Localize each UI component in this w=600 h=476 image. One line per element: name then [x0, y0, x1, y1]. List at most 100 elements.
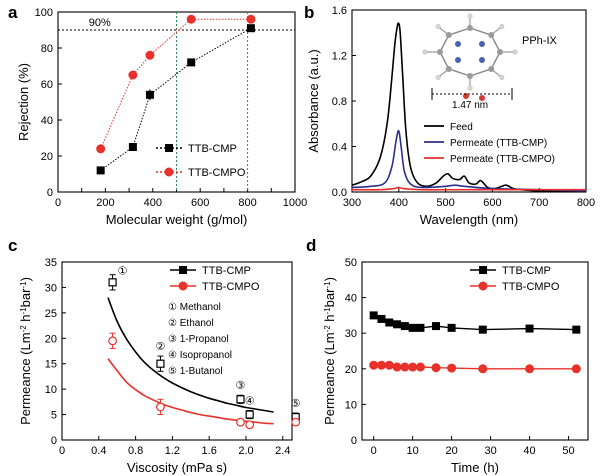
data-point — [525, 324, 534, 333]
legend-marker — [178, 281, 188, 291]
spectrum-line — [351, 22, 586, 192]
x-tick-label: 400 — [144, 197, 162, 209]
molecule-bond — [448, 68, 471, 77]
x-tick-label: 0 — [371, 445, 377, 457]
x-tick-label: 50 — [562, 445, 574, 457]
x-tick-label: 700 — [530, 197, 548, 209]
molecule-atom — [479, 57, 485, 63]
x-tick-label: 0 — [55, 197, 61, 209]
y-tick-label: 80 — [41, 43, 53, 55]
plot-frame — [61, 261, 293, 441]
molecule-atom — [467, 85, 473, 91]
molecule-bond — [439, 51, 450, 70]
molecule-atom — [437, 49, 443, 55]
x-tick-label: 1.6 — [202, 445, 217, 457]
x-tick-label: 800 — [577, 197, 595, 209]
molecule-atom — [467, 13, 473, 19]
y-axis-label: Permeance (Lm-2 h-1bar-1) — [322, 277, 337, 425]
data-point — [186, 14, 196, 24]
x-tick-label: 300 — [343, 197, 361, 209]
y-tick-label: 20 — [41, 151, 53, 163]
y-tick-label: 1.2 — [332, 51, 347, 63]
molecule-bond — [439, 34, 450, 53]
data-point — [145, 90, 154, 99]
molecule-atom — [467, 73, 473, 79]
data-point — [415, 362, 425, 372]
data-point — [96, 144, 106, 154]
panel-d: d 0 10 20 30 40 50 0 10 20 30 40 50 Time (h) Permeance… — [306, 236, 589, 475]
data-point — [246, 14, 256, 24]
data-point — [416, 323, 425, 332]
y-tick-label: 20 — [345, 364, 357, 376]
legend-marker — [165, 144, 173, 152]
spectrum-line — [351, 186, 586, 191]
legend-label: Permeate (TTB-CMPO) — [450, 154, 555, 165]
y-tick-label: 1.6 — [332, 5, 347, 17]
legend-marker — [164, 167, 174, 177]
x-tick-label: 800 — [238, 197, 256, 209]
x-tick-label: 600 — [483, 197, 501, 209]
y-tick-label: 0.4 — [332, 142, 347, 154]
molecule-atom — [422, 49, 428, 55]
legend-label: Permeate (TTB-CMP) — [450, 138, 547, 149]
y-tick-label: 0 — [51, 435, 57, 447]
solvent-label: ⑤ 1-Butanol — [168, 366, 223, 377]
legend-label: TTB-CMPO — [188, 167, 246, 179]
panel-label: a — [8, 3, 18, 22]
x-axis-label: Wavelength (nm) — [420, 212, 519, 227]
y-tick-label: 50 — [345, 257, 357, 269]
series-line — [100, 18, 251, 149]
panel-a: a 0 200 400 600 800 1000 0 20 40 60 80 100 Molecular … — [8, 3, 307, 227]
dimension-label: 1.47 nm — [452, 100, 488, 111]
data-point — [369, 360, 379, 370]
point-label: ③ — [236, 380, 246, 392]
data-point — [393, 320, 402, 329]
panel-label: d — [306, 236, 316, 255]
molecule-atom — [497, 49, 503, 55]
legend-label: TTB-CMP — [502, 265, 551, 277]
y-tick-label: 60 — [41, 79, 53, 91]
y-tick-label: 30 — [45, 282, 57, 294]
x-axis-label: Molecular weight (g/mol) — [106, 212, 248, 227]
y-tick-label: 30 — [345, 328, 357, 340]
data-point — [156, 359, 165, 368]
solvent-label: ② Ethanol — [168, 318, 214, 329]
data-point — [385, 318, 394, 327]
y-axis-label: Permeance (Lm-2 h-1bar-1) — [18, 277, 33, 425]
molecule-atom — [455, 41, 461, 47]
y-tick-label: 0 — [47, 187, 53, 199]
x-tick-label: 2.0 — [238, 445, 253, 457]
legend-label: TTB-CMPO — [502, 281, 560, 293]
x-tick-label: 600 — [191, 197, 209, 209]
x-axis-label: Viscosity (mPa s) — [127, 460, 227, 475]
molecule-bond — [490, 34, 501, 53]
data-point — [447, 363, 457, 373]
point-label: ④ — [245, 396, 255, 408]
y-tick-label: 100 — [35, 7, 53, 19]
x-tick-label: 0 — [59, 445, 65, 457]
data-point — [145, 50, 155, 60]
legend-marker — [179, 266, 187, 274]
molecule-atom — [445, 65, 452, 72]
y-tick-label: 10 — [345, 399, 357, 411]
molecule-atom — [445, 32, 452, 39]
data-point — [236, 417, 245, 427]
data-point — [376, 360, 386, 370]
legend-label: Feed — [450, 122, 473, 133]
data-point — [392, 362, 402, 372]
molecule-atom — [467, 25, 473, 31]
x-tick-label: 2.4 — [275, 445, 290, 457]
x-axis-label: Time (h) — [451, 460, 499, 475]
x-tick-label: 400 — [390, 197, 408, 209]
x-tick-label: 1000 — [283, 197, 307, 209]
data-point — [128, 143, 137, 151]
data-point — [408, 362, 418, 372]
data-point — [128, 70, 138, 80]
x-tick-label: 10 — [407, 445, 419, 457]
spectrum-line — [351, 129, 587, 192]
data-point — [291, 417, 301, 427]
data-point — [96, 166, 105, 175]
molecule-atom — [512, 49, 518, 55]
y-tick-label: 15 — [45, 359, 57, 371]
